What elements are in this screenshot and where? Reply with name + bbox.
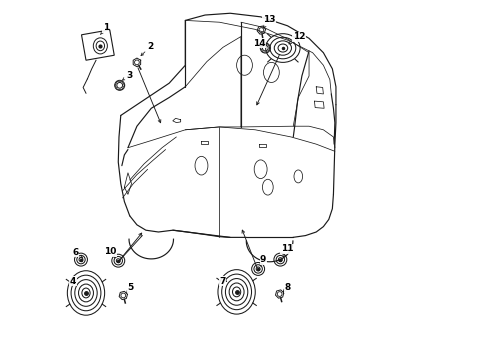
Text: 3: 3 [122,71,132,80]
Text: 8: 8 [283,283,290,292]
Text: 10: 10 [103,247,116,257]
Text: 12: 12 [288,32,305,44]
Text: 9: 9 [260,255,266,266]
Text: 6: 6 [72,248,82,258]
Text: 1: 1 [100,23,109,35]
Text: 14: 14 [252,39,265,48]
Text: 7: 7 [219,276,226,285]
Text: 11: 11 [280,244,292,257]
Text: 2: 2 [141,42,153,55]
Text: 13: 13 [262,15,275,28]
Text: 4: 4 [70,276,76,285]
Bar [81,30,114,60]
Text: 5: 5 [126,283,134,293]
